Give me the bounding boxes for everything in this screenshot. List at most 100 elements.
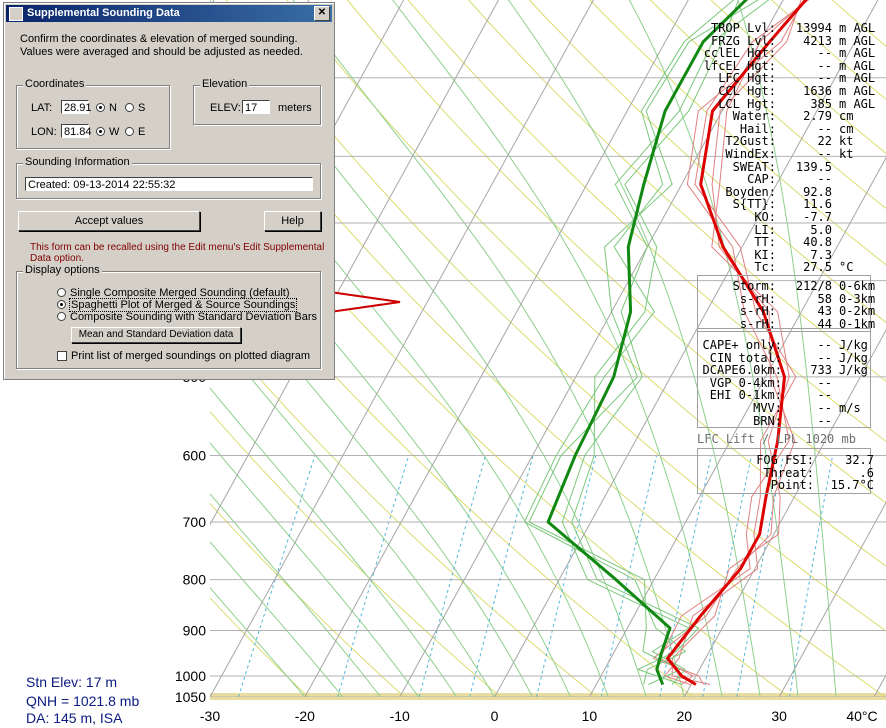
moist-adiabat-line	[737, 0, 837, 697]
index-value: 58	[817, 291, 832, 306]
source-dewpoint-line	[571, 0, 740, 685]
index-label: TT:	[754, 235, 776, 250]
dry-adiabat-line	[225, 0, 886, 632]
cape-row: BRN: --	[696, 413, 879, 428]
index-label: lfcEL Hgt:	[703, 58, 776, 73]
index-label: SWEAT:	[732, 159, 776, 174]
x-tick-label: 30	[771, 708, 787, 724]
index-value: --	[817, 413, 832, 428]
index-label: CAP:	[747, 172, 776, 187]
sounding-info-input[interactable]: Created: 09-13-2014 22:55:32	[25, 177, 313, 191]
levels-row: KO: -7.7	[696, 211, 886, 224]
option-std-dev-radio[interactable]	[57, 312, 66, 321]
cape-row: MVV: -- m/s	[696, 402, 879, 415]
index-label: KO:	[754, 209, 776, 224]
index-value: --	[817, 400, 832, 415]
moist-adiabat-line	[507, 0, 761, 697]
dry-adiabat-line	[210, 232, 694, 697]
index-label: BRN:	[753, 413, 782, 428]
index-unit: m AGL	[839, 71, 876, 86]
lat-s-radio[interactable]	[125, 103, 134, 112]
index-value: 5.0	[810, 222, 832, 237]
isotherm-line	[210, 0, 594, 697]
source-dewpoint-line	[528, 0, 759, 685]
intro-text: Confirm the coordinates & elevation of m…	[20, 33, 303, 59]
index-value: 92.8	[803, 184, 832, 199]
index-value: 212/8	[795, 279, 832, 293]
index-unit: kt	[839, 134, 854, 149]
accept-values-button[interactable]: Accept values	[18, 211, 200, 231]
moist-adiabat-line	[210, 587, 306, 697]
option-single-composite-radio[interactable]	[57, 288, 66, 297]
lon-input[interactable]: 81.84	[61, 124, 92, 138]
dialog-titlebar[interactable]: Supplemental Sounding Data ✕	[6, 5, 332, 22]
levels-row: T2Gust: 22 kt	[696, 135, 886, 148]
levels-row: cclEL Hgt: -- m AGL	[696, 47, 886, 60]
storm-row: s-rH: 44 0-1km	[696, 318, 885, 331]
mean-std-dev-button[interactable]: Mean and Standard Deviation data	[71, 327, 241, 343]
index-label: CCL Hgt:	[718, 83, 776, 98]
option-spaghetti-radio[interactable]	[57, 300, 66, 309]
index-value: 1636	[803, 83, 832, 98]
sounding-info-group: Sounding Information Created: 09-13-2014…	[16, 156, 321, 199]
y-tick-label: 1050	[175, 689, 206, 705]
index-unit: m AGL	[839, 46, 876, 61]
index-value: 40.8	[803, 235, 832, 250]
print-list-checkbox[interactable]	[57, 351, 67, 361]
index-label: TROP Lvl:	[710, 21, 776, 35]
index-label: Storm:	[732, 279, 776, 293]
index-label: T2Gust:	[725, 134, 776, 149]
lon-e-radio[interactable]	[125, 127, 134, 136]
index-value: --	[817, 375, 832, 390]
lat-input[interactable]: 28.91	[61, 100, 92, 114]
moist-adiabat-line	[210, 387, 458, 697]
index-label: EHI 0-1km:	[709, 388, 782, 403]
index-unit: m/s	[839, 400, 861, 415]
index-value: 7.3	[810, 247, 832, 262]
mixing-ratio-line	[337, 455, 410, 697]
moist-adiabat-line	[210, 261, 533, 697]
lat-n-radio[interactable]	[96, 103, 105, 112]
levels-row: TT: 40.8	[696, 236, 886, 249]
coordinates-group: Coordinates LAT: 28.91 N S LON: 81.84 W …	[16, 78, 170, 149]
index-label: LI:	[754, 222, 776, 237]
index-label: DCAPE6.0km:	[702, 363, 782, 378]
levels-row: lfcEL Hgt: -- m AGL	[696, 60, 886, 73]
index-value: --	[817, 71, 832, 86]
option-std-dev-label: Composite Sounding with Standard Deviati…	[70, 311, 318, 323]
index-unit: m AGL	[839, 33, 876, 48]
index-value: 2.79	[803, 109, 832, 124]
index-label: KI:	[754, 247, 776, 262]
print-list-label: Print list of merged soundings on plotte…	[71, 350, 311, 362]
elev-input[interactable]: 17	[242, 100, 270, 114]
isotherm-line	[210, 0, 500, 526]
storm-box	[697, 275, 871, 332]
lon-e-label: E	[138, 126, 146, 138]
index-label: Boyden:	[725, 184, 776, 199]
help-button[interactable]: Help	[264, 211, 321, 231]
levels-row: S{TT}: 11.6	[696, 198, 886, 211]
index-value: 27.5	[803, 260, 832, 275]
index-unit: cm	[839, 109, 854, 124]
source-dewpoint-line	[523, 0, 735, 685]
close-icon[interactable]: ✕	[314, 6, 330, 21]
moist-adiabat-line	[210, 442, 420, 697]
index-label: s-rH:	[739, 304, 776, 319]
index-unit: J/kg	[839, 363, 868, 378]
lon-w-radio[interactable]	[96, 127, 105, 136]
sounding-info-label: Sounding Information	[23, 156, 132, 168]
index-label: FOG FSI:	[756, 453, 814, 467]
storm-row: s-rH: 43 0-2km	[696, 305, 885, 318]
index-unit: 0-1km	[839, 316, 876, 331]
index-label: MVV:	[753, 400, 782, 415]
elev-label: ELEV:	[210, 102, 241, 114]
mixing-ratio-line	[418, 455, 486, 697]
cape-row: DCAPE6.0km: 733 J/kg	[696, 364, 879, 377]
merged-temperature-line	[666, 0, 808, 686]
index-unit: 0-6km	[839, 279, 876, 293]
index-label: S{TT}:	[732, 197, 776, 212]
index-label: CAPE+ only:	[702, 338, 782, 352]
dry-adiabat-line	[346, 0, 886, 504]
index-unit: 0-2km	[839, 304, 876, 319]
